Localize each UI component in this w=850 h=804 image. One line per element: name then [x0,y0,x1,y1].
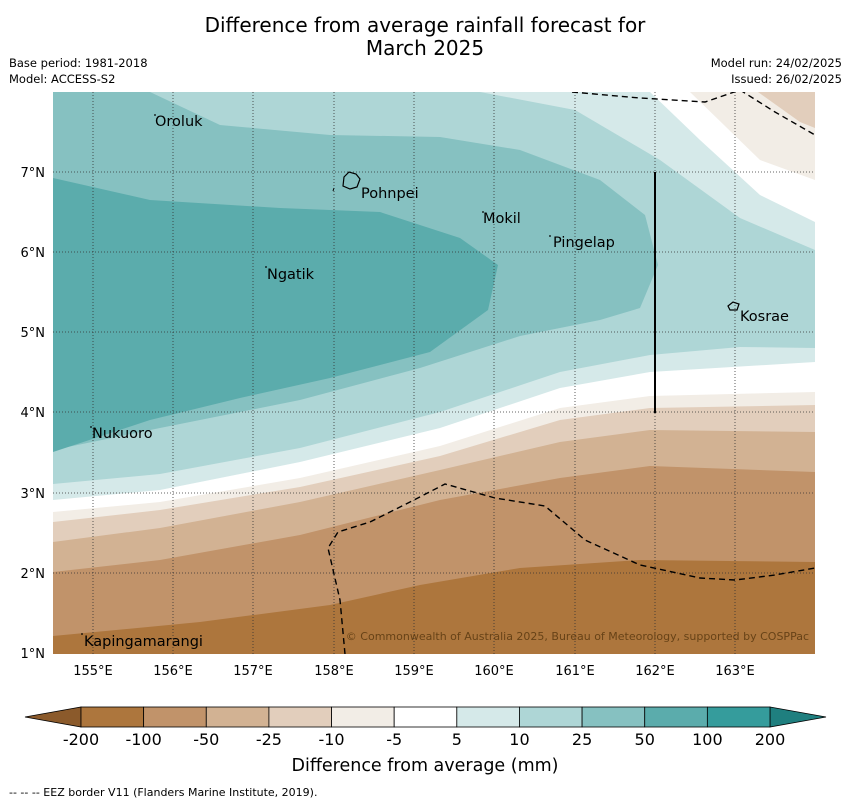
colorbar-segment [519,706,583,728]
lat-tick-label: 5°N [21,326,46,341]
ne-dry-patch [690,92,815,180]
lon-tick-label: 160°E [474,664,514,679]
colorbar-segment [331,706,395,728]
colorbar-segment [581,706,646,728]
place-label: Nukuoro [92,426,153,442]
colorbar-segment [706,706,771,728]
colorbar: -200 -100 -50 -25 -10 -5 5 10 25 50 100 200 [24,706,827,749]
lon-tick-label: 158°E [314,664,354,679]
colorbar-tick-label: -5 [386,730,402,749]
issued-date: Issued: 26/02/2025 [731,72,842,86]
map-title: Difference from average rainfall forecas… [0,14,850,60]
lat-tick-label: 3°N [21,487,46,502]
base-period: Base period: 1981-2018 [9,56,148,70]
place-label: Mokil [483,211,521,227]
kapingamarangi-dot [81,633,83,635]
place-label: Pohnpei [361,186,419,202]
lat-tick-label: 1°N [21,647,46,662]
colorbar-tick-label: 25 [572,730,592,749]
eez-footnote: -- -- -- EEZ border V11 (Flanders Marine… [9,786,318,799]
colorbar-over-arrow [769,706,827,728]
place-label: Pingelap [553,235,615,251]
colorbar-tick-label: 50 [635,730,655,749]
lat-tick-label: 6°N [21,246,46,261]
lon-tick-label: 155°E [73,664,113,679]
kosrae-island [727,301,740,311]
lat-tick-labels: 1°N 2°N 3°N 4°N 5°N 6°N 7°N [21,166,46,662]
model-name: Model: ACCESS-S2 [9,72,116,86]
band-50-100 [53,178,498,452]
pingelap-dot [549,235,551,237]
colorbar-tick-label: -200 [63,730,99,749]
colorbar-segment [205,706,270,728]
lon-tick-label: 163°E [715,664,755,679]
title-line-2: March 2025 [365,36,485,60]
lat-tick-label: 2°N [21,567,46,582]
place-label: Kapingamarangi [84,634,203,650]
place-label: Ngatik [267,267,315,283]
lon-tick-label: 161°E [555,664,595,679]
pohnpei-island [342,171,361,190]
colorbar-tick-label: 10 [509,730,529,749]
colorbar-segment [80,706,145,728]
lat-tick-label: 7°N [21,166,46,181]
mokil-dot [482,211,484,213]
oroluk-dot [154,114,156,116]
colorbar-segment [456,706,520,728]
colorbar-tick-label: -50 [193,730,219,749]
colorbar-tick-label: -10 [318,730,344,749]
colorbar-segment [268,706,332,728]
place-labels: Oroluk Pohnpei Mokil Pingelap Ngatik Kos… [84,114,789,650]
place-label: Kosrae [740,309,789,325]
model-run: Model run: 24/02/2025 [710,56,842,70]
lat-tick-label: 4°N [21,406,46,421]
rainfall-anomaly-field [53,92,815,654]
colorbar-under-arrow [24,706,82,728]
colorbar-tick-label: -100 [125,730,161,749]
lon-tick-label: 156°E [153,664,193,679]
colorbar-tick-label: -25 [256,730,282,749]
lon-tick-label: 159°E [394,664,434,679]
lon-tick-labels: 155°E 156°E 157°E 158°E 159°E 160°E 161°… [73,664,755,679]
colorbar-segment [393,706,458,728]
colorbar-tick-label: 200 [755,730,786,749]
ne-dry-patch-2 [758,92,815,128]
ant-atoll [332,187,335,192]
meta-left: Base period: 1981-2018 Model: ACCESS-S2 [9,55,148,87]
ngatik-dot [265,266,267,268]
eez-border [327,92,815,654]
colorbar-segment [644,706,708,728]
colorbar-tick-label: 5 [452,730,462,749]
copyright-text: © Commonwealth of Australia 2025, Bureau… [346,630,809,643]
colorbar-segment [143,706,207,728]
lon-tick-label: 157°E [233,664,273,679]
lon-tick-label: 162°E [635,664,675,679]
colorbar-title: Difference from average (mm) [291,756,559,776]
place-label: Oroluk [155,114,203,130]
title-line-1: Difference from average rainfall forecas… [204,13,646,37]
meta-right: Model run: 24/02/2025 Issued: 26/02/2025 [711,55,842,87]
colorbar-tick-label: 100 [692,730,723,749]
nukuoro-dot [90,426,92,428]
